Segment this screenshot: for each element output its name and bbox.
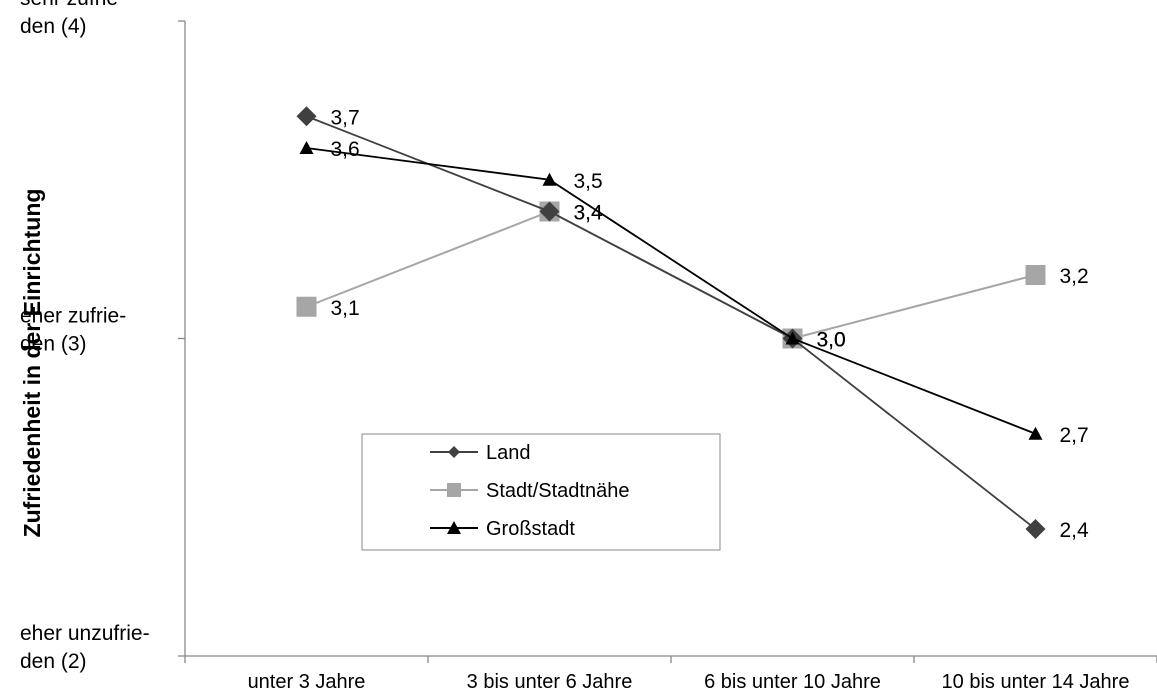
legend-label: Stadt/Stadtnähe <box>486 480 629 502</box>
data-label: 3,7 <box>331 106 360 129</box>
legend-item: Stadt/Stadtnähe <box>430 480 629 502</box>
series-triangle <box>299 141 1043 440</box>
data-label: 3,5 <box>574 170 603 193</box>
data-label: 2,7 <box>1060 424 1089 447</box>
data-point-diamond <box>539 201 560 222</box>
data-label: 3,0 <box>817 329 846 352</box>
axes <box>178 20 1157 663</box>
legend-label: Land <box>486 442 531 464</box>
data-label: 3,2 <box>1060 265 1089 288</box>
data-label: 3,4 <box>574 202 604 225</box>
series-group: 3,73,43,02,43,13,43,03,23,63,53,02,7 <box>296 106 1090 542</box>
data-label: 3,6 <box>331 138 360 161</box>
data-point-triangle <box>299 141 314 154</box>
x-tick-label: unter 3 Jahre <box>248 671 366 692</box>
y-tick-label-line: den (4) <box>20 15 87 38</box>
y-tick-label: eher zufrie-den (3) <box>20 305 126 356</box>
y-axis-title-group: Zufriedenheit in der Einrichtung <box>19 189 45 538</box>
data-point-square <box>1025 265 1046 285</box>
y-tick-label-line: sehr zufrie- <box>20 0 125 10</box>
legend-label: Großstadt <box>486 518 575 540</box>
legend-marker <box>448 446 460 458</box>
data-label: 3,1 <box>331 297 360 320</box>
data-labels: 3,73,43,02,43,13,43,03,23,63,53,02,7 <box>331 106 1090 542</box>
legend: Land Stadt/Stadtnähe Großstadt <box>361 433 721 551</box>
data-point-triangle <box>542 172 557 186</box>
data-label: 3,0 <box>817 329 846 352</box>
x-tick-label: 6 bis unter 10 Jahre <box>704 671 881 692</box>
data-point-diamond <box>1025 519 1046 539</box>
data-label: 3,0 <box>817 329 846 352</box>
legend-marker <box>447 521 461 534</box>
y-tick-label: eher unzufrie-den (2) <box>20 622 150 673</box>
x-tick-label: 3 bis unter 6 Jahre <box>467 671 633 692</box>
y-tick-label-line: eher zufrie- <box>20 305 126 328</box>
data-point-diamond <box>296 106 317 127</box>
y-tick-label-line: den (3) <box>20 333 87 356</box>
legend-item: Land <box>430 442 531 464</box>
data-point-triangle <box>785 331 800 345</box>
y-tick-label: sehr zufrie-den (4) <box>20 0 125 38</box>
y-tick-label-line: eher unzufrie- <box>20 622 150 645</box>
legend-item: Großstadt <box>430 518 575 540</box>
data-label: 3,4 <box>574 202 604 225</box>
tick-labels: sehr zufrie-den (4)eher zufrie-den (3)eh… <box>20 0 1129 692</box>
y-tick-label-line: den (2) <box>20 650 87 673</box>
y-axis-title: Zufriedenheit in der Einrichtung <box>19 189 45 538</box>
legend-box <box>361 433 721 551</box>
legend-marker <box>447 483 461 497</box>
data-label: 2,4 <box>1060 519 1090 542</box>
series-line <box>306 147 1036 435</box>
data-point-triangle <box>1028 426 1043 440</box>
x-tick-label: 10 bis unter 14 Jahre <box>942 671 1130 692</box>
data-point-square <box>296 296 317 317</box>
